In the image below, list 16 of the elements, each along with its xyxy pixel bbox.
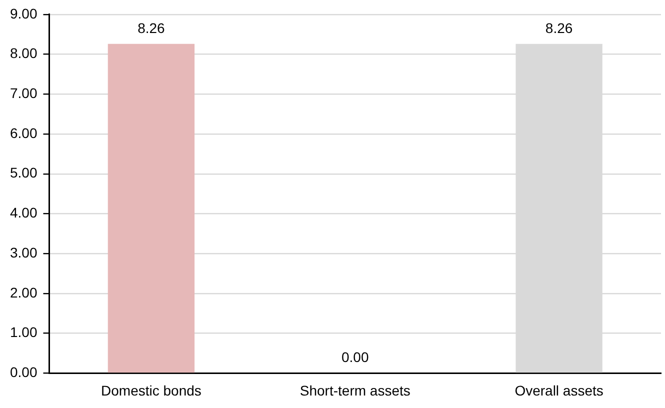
data-label: 8.26 bbox=[138, 20, 166, 36]
y-tick-label: 6.00 bbox=[10, 124, 38, 141]
x-tick-label: Short-term assets bbox=[300, 382, 410, 398]
y-tick-label: 9.00 bbox=[10, 5, 38, 22]
x-tick-label: Domestic bonds bbox=[101, 382, 202, 398]
y-tick-label: 0.00 bbox=[10, 364, 38, 380]
y-tick-label: 3.00 bbox=[10, 244, 38, 260]
y-tick-label: 5.00 bbox=[10, 164, 38, 181]
x-tick-label: Overall assets bbox=[514, 382, 604, 398]
y-tick-label: 7.00 bbox=[10, 84, 38, 101]
y-tick-label: 8.00 bbox=[10, 45, 38, 62]
y-tick-label: 4.00 bbox=[10, 204, 38, 221]
data-label: 0.00 bbox=[342, 349, 369, 366]
y-tick-label: 1.00 bbox=[10, 324, 38, 340]
data-label: 8.26 bbox=[545, 20, 573, 36]
y-tick-label: 2.00 bbox=[10, 284, 38, 300]
